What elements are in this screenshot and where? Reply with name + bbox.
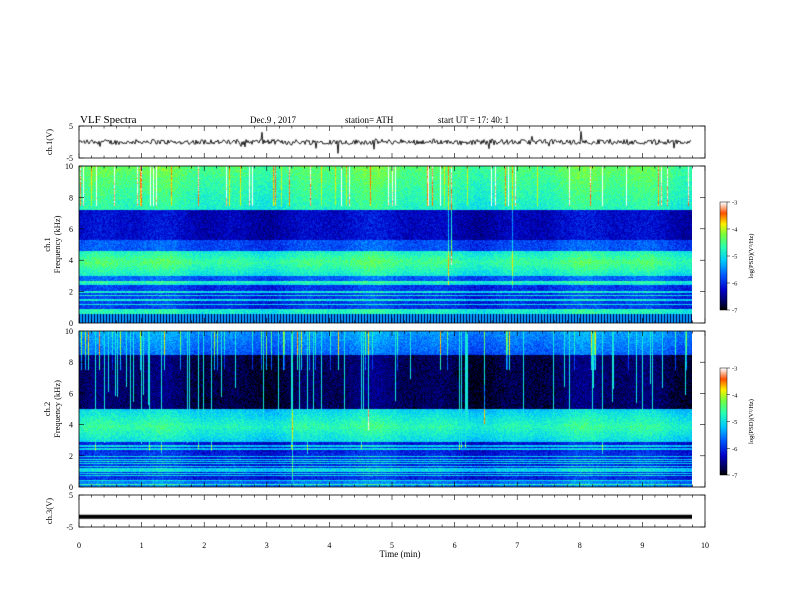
y-tick-label: 6 (69, 389, 73, 398)
start-time-label: start UT = 17: 40: 1 (438, 115, 509, 125)
y-tick-label: 5 (69, 491, 73, 500)
ch1-spectrogram-panel (79, 166, 692, 323)
colorbar-label: log(PSD)(V²/Hz) (748, 234, 755, 279)
y-tick-label: 10 (65, 162, 73, 171)
colorbar-tick-label: -3 (732, 200, 737, 207)
date-label: Dec.9 , 2017 (250, 115, 296, 125)
ylabel-line: ch.1(V) (44, 129, 54, 155)
x-tick-label: 0 (77, 541, 81, 550)
y-tick-label: 8 (69, 358, 73, 367)
ch2-spectrogram-image (79, 331, 692, 487)
ylabel-line: ch.1 (42, 237, 52, 251)
x-tick-label: 4 (327, 541, 331, 550)
colorbar-tick-label: -7 (732, 473, 738, 480)
panel-3-ylabel: ch.2Frequency (kHz) (42, 380, 62, 438)
colorbar-tick-label: -3 (732, 366, 737, 373)
y-tick-label: 2 (69, 452, 73, 461)
ch1-spectrogram-image (79, 166, 692, 323)
station-label: station= ATH (345, 115, 394, 125)
x-tick-label: 3 (265, 541, 269, 550)
ylabel-line: ch.2 (42, 402, 52, 416)
y-tick-label: 4 (69, 421, 73, 430)
ch1-waveform-trace (79, 126, 692, 158)
ch3-waveform-trace (79, 495, 692, 527)
y-tick-label: 4 (69, 256, 73, 265)
y-tick-label: 0 (69, 319, 73, 328)
x-tick-label: 10 (701, 541, 709, 550)
x-tick-label: 8 (578, 541, 582, 550)
colorbar-tick-label: -5 (732, 419, 737, 426)
colorbar-label: log(PSD)(V²/Hz) (748, 399, 755, 444)
colorbar-tick-label: -6 (732, 281, 738, 288)
colorbar-ch1-gradient (720, 202, 727, 310)
x-axis-label: Time (min) (380, 549, 421, 559)
y-tick-label: 2 (69, 288, 73, 297)
y-tick-label: 10 (65, 327, 73, 336)
colorbar-tick-label: -4 (732, 227, 738, 234)
colorbar-tick-label: -6 (732, 446, 738, 453)
panel-1-ylabel: ch.1(V) (44, 129, 54, 155)
x-tick-label: 7 (515, 541, 519, 550)
panel-2-ylabel: ch.1Frequency (kHz) (42, 215, 62, 273)
y-tick-label: -5 (66, 154, 73, 163)
ch3-waveform-panel (79, 495, 692, 527)
colorbar-tick-label: -7 (732, 308, 738, 315)
figure-title: VLF Spectra (80, 114, 137, 126)
ylabel-line: Frequency (kHz) (52, 215, 62, 273)
y-tick-label: 0 (69, 483, 73, 492)
x-tick-label: 9 (640, 541, 644, 550)
y-tick-label: 5 (69, 122, 73, 131)
colorbar-tick-label: -4 (732, 392, 738, 399)
y-tick-label: -5 (66, 523, 73, 532)
y-tick-label: 8 (69, 193, 73, 202)
colorbar-ch2-gradient (720, 368, 727, 475)
y-tick-label: 6 (69, 225, 73, 234)
x-tick-label: 1 (140, 541, 144, 550)
ch2-spectrogram-panel (79, 331, 692, 487)
x-tick-label: 2 (202, 541, 206, 550)
x-tick-label: 5 (390, 541, 394, 550)
x-tick-label: 6 (453, 541, 457, 550)
panel-4-ylabel: ch.3(V) (44, 498, 54, 524)
colorbar-tick-label: -5 (732, 254, 737, 261)
ch1-waveform-panel (79, 126, 692, 158)
ylabel-line: ch.3(V) (44, 498, 54, 524)
ylabel-line: Frequency (kHz) (52, 380, 62, 438)
